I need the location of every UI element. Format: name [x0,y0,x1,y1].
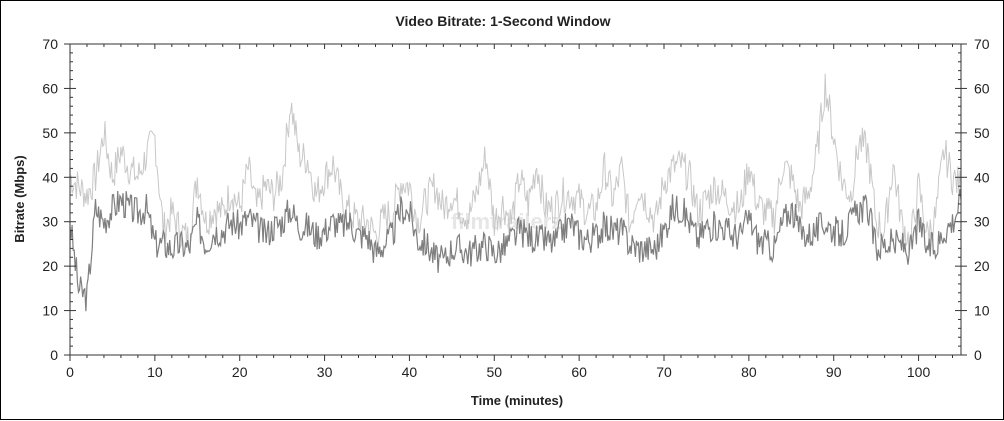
x-axis-title: Time (minutes) [471,393,563,408]
y-tick-label-right: 70 [974,36,990,52]
x-tick-label: 70 [656,364,672,380]
y-tick-label-left: 50 [42,125,58,141]
x-tick-label: 40 [402,364,418,380]
y-tick-label-left: 20 [42,258,58,274]
x-tick-label: 80 [741,364,757,380]
x-tick-label: 50 [486,364,502,380]
y-tick-label-right: 20 [974,258,990,274]
y-tick-label-left: 70 [42,36,58,52]
y-tick-label-left: 40 [42,169,58,185]
chart-title: Video Bitrate: 1-Second Window [395,13,610,29]
x-tick-label: 0 [66,364,74,380]
x-tick-label: 100 [907,364,931,380]
y-tick-label-right: 10 [974,303,990,319]
y-tick-label-left: 30 [42,214,58,230]
x-tick-label: 20 [232,364,248,380]
x-tick-label: 90 [826,364,842,380]
y-tick-label-right: 60 [974,80,990,96]
x-tick-label: 10 [147,364,163,380]
y-tick-label-right: 30 [974,214,990,230]
y-tick-label-right: 40 [974,169,990,185]
series-mean-line [69,189,962,312]
x-tick-label: 60 [571,364,587,380]
y-tick-label-left: 60 [42,80,58,96]
y-tick-label-left: 10 [42,303,58,319]
y-tick-label-left: 0 [50,347,58,363]
y-tick-label-right: 50 [974,125,990,141]
series-peak-line [69,73,962,255]
plot-border [69,43,962,356]
y-tick-label-right: 0 [974,347,982,363]
x-tick-label: 30 [317,364,333,380]
y-axis-title: Bitrate (Mbps) [12,155,27,242]
